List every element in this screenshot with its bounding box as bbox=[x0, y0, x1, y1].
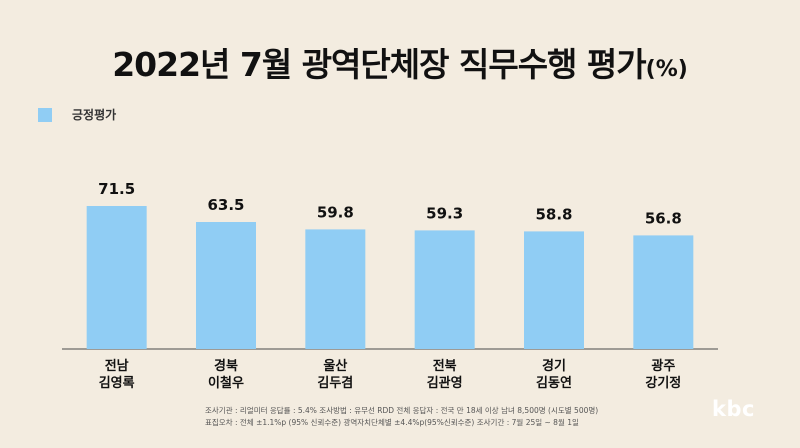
data-label: 59.3 bbox=[426, 204, 463, 222]
data-label: 71.5 bbox=[98, 180, 135, 198]
bar bbox=[305, 229, 366, 349]
bar bbox=[633, 235, 694, 349]
category-region-label: 경북 bbox=[214, 358, 238, 374]
category-region-label: 전북 bbox=[433, 358, 457, 374]
category-name-label: 이철우 bbox=[208, 375, 244, 391]
category-name-label: 김두겸 bbox=[317, 376, 353, 391]
data-label: 59.8 bbox=[317, 203, 354, 221]
footnote-line-1: 조사기관 : 리얼미터 응답률 : 5.4% 조사방법 : 유무선 RDD 전체… bbox=[205, 406, 599, 415]
footnote-line-2: 표집오차 : 전체 ±1.1%p (95% 신뢰수준) 광역자치단체별 ±4.4… bbox=[205, 418, 579, 427]
category-name-label: 김영록 bbox=[99, 376, 135, 391]
legend: 긍정평가 bbox=[38, 106, 116, 123]
category-name-label: 강기정 bbox=[645, 375, 681, 391]
title-text: 2022년 7월 광역단체장 직무수행 평가 bbox=[112, 45, 646, 84]
legend-label: 긍정평가 bbox=[72, 108, 117, 122]
bar bbox=[414, 230, 475, 349]
kbc-logo: kbc bbox=[712, 397, 755, 421]
category-region-label: 광주 bbox=[651, 359, 675, 374]
title-unit: (%) bbox=[645, 57, 688, 82]
category-region-label: 전남 bbox=[105, 358, 129, 374]
chart-title: 2022년 7월 광역단체장 직무수행 평가(%) bbox=[0, 38, 800, 86]
bar bbox=[524, 231, 584, 349]
bar bbox=[86, 206, 147, 349]
bar bbox=[196, 222, 256, 349]
category-name-label: 김동연 bbox=[536, 376, 572, 391]
survey-footnote: 조사기관 : 리얼미터 응답률 : 5.4% 조사방법 : 유무선 RDD 전체… bbox=[205, 405, 705, 429]
category-name-label: 김관영 bbox=[427, 375, 463, 391]
data-label: 63.5 bbox=[207, 196, 244, 214]
data-label: 56.8 bbox=[645, 209, 682, 227]
category-region-label: 경기 bbox=[542, 358, 566, 374]
data-label: 58.8 bbox=[535, 205, 572, 223]
category-region-label: 울산 bbox=[323, 358, 347, 374]
legend-swatch bbox=[38, 107, 52, 122]
